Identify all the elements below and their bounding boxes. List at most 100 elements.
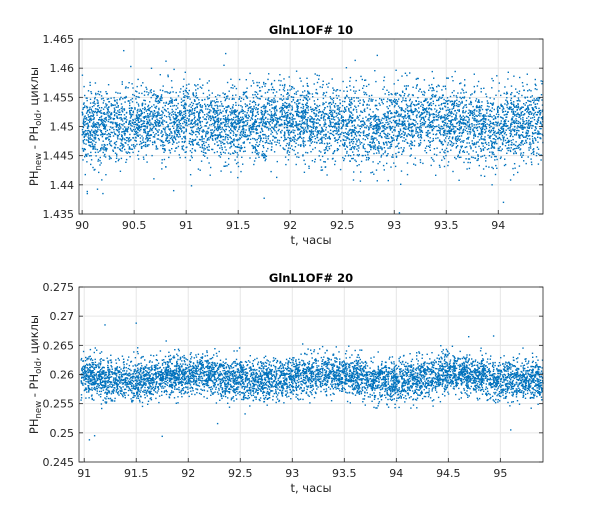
- data-point: [117, 103, 118, 104]
- data-point: [477, 159, 478, 160]
- data-point: [263, 125, 264, 126]
- data-point: [91, 141, 92, 142]
- data-point: [496, 114, 497, 115]
- data-point: [459, 109, 460, 110]
- data-point: [155, 128, 156, 129]
- data-point: [337, 142, 338, 143]
- data-point: [247, 135, 248, 136]
- data-point: [398, 143, 399, 144]
- data-point: [223, 136, 224, 137]
- data-point: [277, 140, 278, 141]
- data-point: [135, 129, 136, 130]
- data-point: [167, 92, 168, 93]
- data-point: [186, 91, 187, 92]
- data-point: [465, 111, 466, 112]
- data-point: [101, 144, 102, 145]
- data-point: [83, 122, 84, 123]
- data-point: [284, 122, 285, 123]
- data-point: [499, 107, 500, 108]
- data-point: [396, 122, 397, 123]
- data-point: [282, 114, 283, 115]
- data-point: [132, 98, 133, 99]
- data-point: [520, 144, 521, 145]
- data-point: [125, 142, 126, 143]
- data-point: [415, 131, 416, 132]
- data-point: [316, 110, 317, 111]
- data-point: [168, 104, 169, 105]
- data-point: [412, 114, 413, 115]
- data-point: [445, 88, 446, 89]
- data-point: [127, 131, 128, 132]
- data-point: [517, 113, 518, 114]
- data-point: [516, 120, 517, 121]
- data-point: [519, 136, 520, 137]
- data-point: [312, 160, 313, 161]
- data-point: [218, 118, 219, 119]
- data-point: [134, 126, 135, 127]
- data-point: [316, 142, 317, 143]
- data-point: [148, 117, 149, 118]
- data-point: [404, 132, 405, 133]
- data-point: [376, 108, 377, 109]
- data-point: [374, 146, 375, 147]
- data-point: [338, 139, 339, 140]
- data-point: [207, 140, 208, 141]
- data-point: [481, 124, 482, 125]
- data-point: [351, 113, 352, 114]
- data-point: [89, 137, 90, 138]
- data-point: [104, 107, 105, 108]
- data-point: [265, 92, 266, 93]
- data-point: [369, 118, 370, 119]
- data-point: [119, 109, 120, 110]
- data-point: [156, 148, 157, 149]
- data-point: [337, 117, 338, 118]
- data-point: [162, 121, 163, 122]
- data-point: [480, 148, 481, 149]
- data-point: [99, 160, 100, 161]
- data-point: [199, 133, 200, 134]
- data-point: [315, 116, 316, 117]
- data-point: [447, 116, 448, 117]
- data-point: [171, 80, 172, 81]
- data-point: [379, 161, 380, 162]
- data-point: [217, 107, 218, 108]
- data-point: [457, 92, 458, 93]
- data-point: [332, 116, 333, 117]
- data-point: [512, 116, 513, 117]
- data-point: [212, 100, 213, 101]
- data-point: [214, 105, 215, 106]
- data-point: [534, 106, 535, 107]
- data-point: [208, 144, 209, 145]
- data-point: [289, 118, 290, 119]
- data-point: [176, 105, 177, 106]
- data-point: [370, 124, 371, 125]
- data-point: [362, 79, 363, 80]
- data-point: [171, 112, 172, 113]
- data-point: [421, 104, 422, 105]
- data-point: [439, 165, 440, 166]
- data-point: [383, 130, 384, 131]
- data-point: [388, 118, 389, 119]
- data-point: [376, 131, 377, 132]
- data-point: [381, 155, 382, 156]
- data-point: [88, 90, 89, 91]
- data-point: [515, 118, 516, 119]
- data-point: [175, 138, 176, 139]
- data-point: [317, 99, 318, 100]
- data-point: [529, 135, 530, 136]
- data-point: [355, 60, 356, 61]
- data-point: [397, 115, 398, 116]
- data-point: [375, 149, 376, 150]
- data-point: [203, 93, 204, 94]
- data-point: [451, 111, 452, 112]
- data-point: [176, 100, 177, 101]
- data-point: [422, 113, 423, 114]
- data-point: [383, 118, 384, 119]
- data-point: [380, 146, 381, 147]
- data-point: [105, 174, 106, 175]
- data-point: [349, 129, 350, 130]
- data-point: [150, 107, 151, 108]
- data-point: [300, 126, 301, 127]
- data-point: [491, 130, 492, 131]
- data-point: [446, 77, 447, 78]
